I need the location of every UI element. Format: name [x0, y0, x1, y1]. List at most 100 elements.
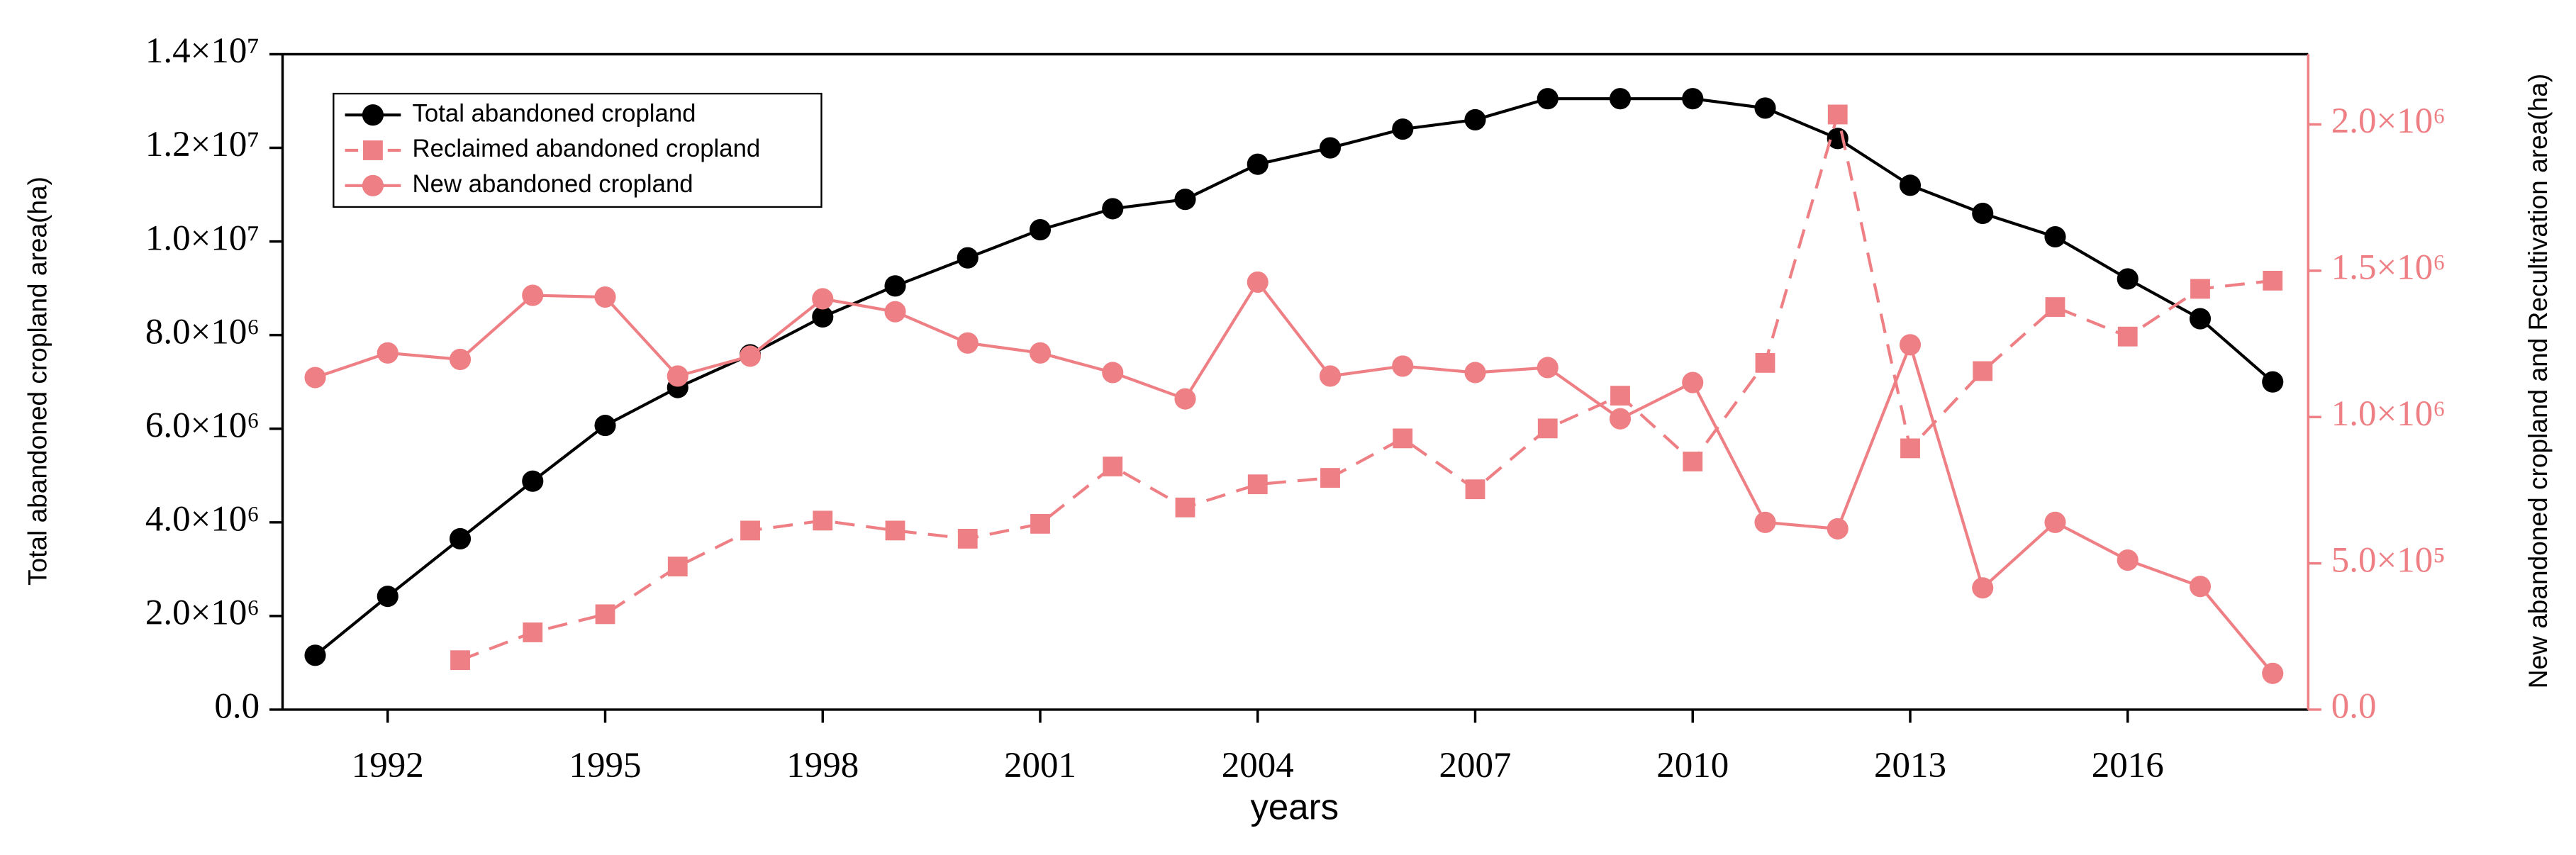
data-point: [1175, 497, 1195, 518]
data-point: [377, 586, 398, 608]
data-point: [2263, 271, 2283, 291]
data-point: [1029, 342, 1052, 364]
legend-marker: [362, 174, 384, 196]
data-point: [1174, 189, 1196, 211]
data-point: [1247, 474, 1268, 495]
data-point: [377, 342, 398, 364]
data-point: [1464, 362, 1486, 384]
y2-tick-label: 5.0×10⁵: [2331, 540, 2446, 580]
data-point: [885, 520, 905, 541]
data-point: [2262, 662, 2284, 684]
y-tick-label: 6.0×10⁶: [145, 406, 260, 445]
data-point: [1754, 511, 1776, 533]
y2-tick-label: 2.0×10⁶: [2331, 101, 2446, 141]
data-point: [957, 332, 978, 354]
data-point: [1174, 388, 1196, 410]
x-tick-label: 2007: [1439, 746, 1512, 786]
y-tick-label: 8.0×10⁶: [145, 312, 260, 352]
data-point: [1609, 88, 1632, 110]
data-point: [1754, 97, 1776, 119]
data-point: [2045, 297, 2065, 317]
data-point: [522, 470, 544, 492]
y-tick-label: 1.0×10⁷: [145, 218, 260, 258]
legend-box: [333, 92, 823, 208]
data-point: [1465, 479, 1485, 500]
data-point: [2117, 326, 2138, 347]
data-point: [2262, 371, 2284, 393]
data-point: [1393, 428, 1413, 449]
data-point: [594, 415, 616, 437]
series-line: [314, 97, 2274, 656]
data-point: [1899, 334, 1922, 356]
y-tick-label: 2.0×10⁶: [145, 593, 260, 633]
y-tick-label: 0.0: [214, 687, 260, 727]
data-point: [667, 557, 688, 577]
data-point: [957, 529, 978, 549]
data-point: [523, 622, 543, 642]
data-point: [1030, 513, 1050, 534]
data-point: [2190, 279, 2210, 299]
data-point: [1972, 577, 1994, 599]
data-point: [594, 286, 616, 308]
y-tick-label: 4.0×10⁶: [145, 500, 260, 540]
data-point: [304, 644, 326, 666]
data-point: [1900, 438, 1920, 459]
data-point: [739, 345, 762, 367]
legend-marker: [363, 140, 383, 160]
data-point: [2189, 576, 2212, 598]
data-point: [2189, 308, 2212, 330]
data-point: [1392, 118, 1414, 140]
data-point: [1320, 468, 1340, 488]
x-axis-label: years: [1250, 787, 1339, 827]
data-point: [2117, 549, 2139, 571]
data-point: [1319, 365, 1342, 387]
y2-tick-label: 0.0: [2331, 687, 2377, 727]
data-point: [449, 348, 472, 370]
x-tick-label: 2013: [1874, 746, 1946, 786]
data-point: [2117, 268, 2139, 290]
data-point: [1247, 271, 1269, 294]
data-point: [1103, 457, 1123, 476]
x-tick-label: 2016: [2092, 746, 2164, 786]
legend-marker: [362, 104, 384, 126]
data-point: [1537, 357, 1559, 379]
x-tick-label: 2004: [1222, 746, 1294, 786]
y-axis-label: Total abandoned cropland area(ha): [22, 177, 52, 586]
data-point: [1683, 452, 1703, 471]
data-point: [812, 306, 834, 328]
data-point: [740, 520, 760, 541]
data-point: [1537, 418, 1558, 439]
data-point: [2044, 225, 2066, 248]
data-point: [1682, 88, 1704, 110]
data-point: [1464, 108, 1486, 130]
legend-label: Total abandoned cropland: [413, 100, 696, 127]
data-point: [595, 604, 615, 625]
data-point: [884, 275, 906, 297]
data-point: [884, 301, 906, 323]
x-tick-label: 2010: [1656, 746, 1729, 786]
data-point: [304, 367, 326, 389]
data-point: [957, 247, 978, 269]
data-point: [2044, 511, 2066, 533]
x-tick-label: 1992: [352, 746, 424, 786]
data-point: [522, 284, 544, 306]
y2-axis-label: New abandoned cropland and Recultivation…: [2523, 74, 2553, 688]
data-point: [1319, 137, 1342, 159]
data-point: [1102, 362, 1124, 384]
series-line: [314, 279, 2274, 675]
data-point: [1029, 219, 1052, 241]
data-point: [1537, 88, 1559, 110]
legend-label: Reclaimed abandoned cropland: [413, 135, 761, 162]
x-tick-label: 1995: [569, 746, 642, 786]
y2-tick-label: 1.0×10⁶: [2331, 394, 2446, 434]
data-point: [813, 510, 833, 531]
data-point: [1247, 153, 1269, 175]
x-tick-label: 2001: [1004, 746, 1076, 786]
x-tick-label: 1998: [786, 746, 859, 786]
data-point: [1827, 518, 1849, 540]
y2-tick-label: 1.5×10⁶: [2331, 248, 2446, 288]
data-point: [1899, 174, 1922, 196]
data-point: [667, 365, 688, 387]
data-point: [1827, 104, 1848, 125]
